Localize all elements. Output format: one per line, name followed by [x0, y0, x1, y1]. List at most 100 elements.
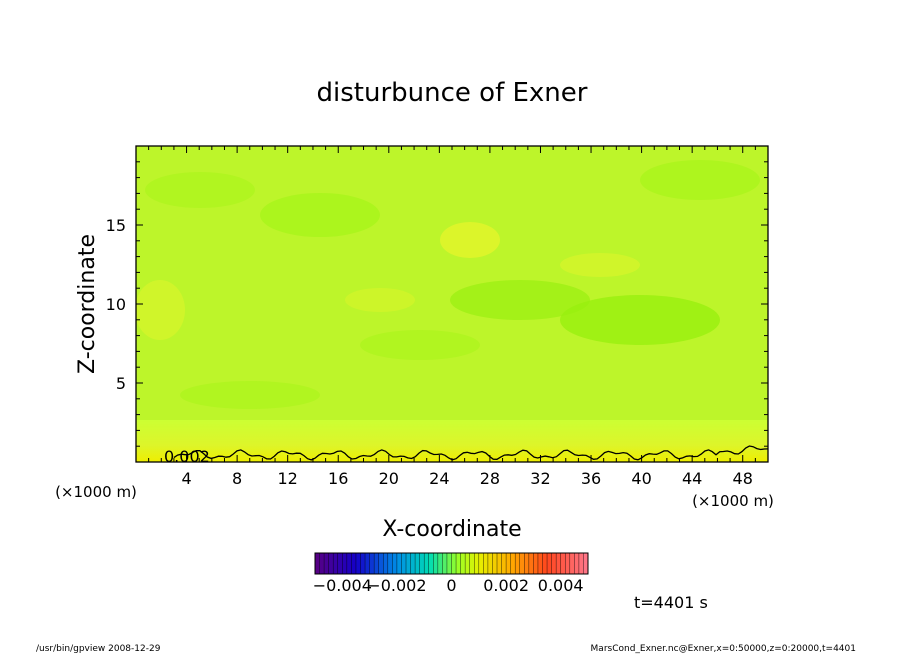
colorbar-frame	[314, 552, 589, 575]
x-axis-label: X-coordinate	[382, 517, 521, 542]
colorbar-segment	[537, 553, 543, 574]
colorbar-segment	[346, 553, 352, 574]
colorbar-segment	[360, 553, 366, 574]
colorbar-segment	[506, 553, 511, 574]
colorbar-segment	[319, 553, 325, 574]
colorbar-segment	[528, 553, 534, 574]
footer-left: /usr/bin/gpview 2008-12-29	[36, 644, 161, 654]
colorbar-segment	[578, 553, 584, 574]
x-tick-label: 24	[429, 469, 449, 488]
colorbar-segment	[583, 553, 589, 574]
colorbar-segment	[401, 553, 407, 574]
colorbar-segment	[337, 553, 343, 574]
colorbar-segment	[456, 553, 461, 574]
colorbar-segment	[442, 553, 448, 574]
colorbar-segment	[410, 553, 416, 574]
x-tick-label: 44	[682, 469, 702, 488]
footer-right: MarsCond_Exner.nc@Exner,x=0:50000,z=0:20…	[591, 644, 856, 654]
colorbar	[314, 553, 589, 574]
x-tick-label: 16	[328, 469, 348, 488]
colorbar-segment	[369, 553, 375, 574]
colorbar-segment	[328, 553, 334, 574]
colorbar-segment	[374, 553, 379, 574]
colorbar-segment	[365, 553, 370, 574]
colorbar-segment	[387, 553, 393, 574]
field-blob	[145, 172, 255, 208]
y-unit-label: (×1000 m)	[55, 483, 137, 501]
colorbar-segment	[355, 553, 361, 574]
colorbar-segment	[437, 553, 443, 574]
y-tick-label: 5	[116, 374, 126, 393]
field-blob	[450, 280, 590, 320]
x-tick-label: 40	[631, 469, 651, 488]
colorbar-segment	[524, 553, 530, 574]
colorbar-segment	[392, 553, 398, 574]
colorbar-segment	[574, 553, 580, 574]
colorbar-segment	[424, 553, 430, 574]
y-axis-label: Z-coordinate	[75, 234, 100, 374]
colorbar-segment	[351, 553, 357, 574]
colorbar-segment	[501, 553, 507, 574]
field-blob	[560, 253, 640, 277]
field-blob	[360, 330, 480, 360]
x-tick-label: 4	[181, 469, 191, 488]
field-blob	[560, 295, 720, 345]
y-tick-label: 10	[106, 295, 126, 314]
colorbar-segment	[433, 553, 439, 574]
y-tick-labels: 5 10 15	[106, 216, 126, 393]
surface-band	[136, 420, 768, 462]
contour-label: 0.002	[164, 447, 210, 466]
field-blob	[345, 288, 415, 312]
x-tick-label: 12	[278, 469, 298, 488]
colorbar-label: 0	[446, 576, 456, 595]
colorbar-segment	[515, 553, 521, 574]
colorbar-segment	[465, 553, 470, 574]
colorbar-segment	[560, 553, 566, 574]
colorbar-segment	[547, 553, 552, 574]
colorbar-segment	[428, 553, 434, 574]
colorbar-segment	[333, 553, 339, 574]
time-label: t=4401 s	[634, 593, 708, 612]
chart-title: disturbunce of Exner	[317, 78, 588, 108]
field-blob	[260, 193, 380, 237]
colorbar-segment	[565, 553, 571, 574]
colorbar-segment	[551, 553, 557, 574]
axis-ticks	[136, 146, 768, 462]
colorbar-label: −0.002	[367, 576, 426, 595]
colorbar-label: 0.004	[538, 576, 584, 595]
colorbar-segment	[487, 553, 493, 574]
x-tick-label: 48	[733, 469, 753, 488]
colorbar-segment	[324, 553, 329, 574]
x-unit-label: (×1000 m)	[692, 492, 774, 510]
colorbar-labels: −0.004−0.002 0 0.002 0.004	[313, 576, 584, 595]
x-tick-label: 28	[480, 469, 500, 488]
field-blob	[440, 222, 500, 258]
x-tick-label: 20	[379, 469, 399, 488]
contour-line	[173, 445, 768, 461]
colorbar-segment	[315, 553, 320, 574]
colorbar-segment	[383, 553, 389, 574]
colorbar-segment	[542, 553, 548, 574]
colorbar-segment	[556, 553, 561, 574]
colorbar-segment	[510, 553, 516, 574]
colorbar-segment	[474, 553, 480, 574]
colorbar-segment	[483, 553, 489, 574]
x-tick-label: 32	[530, 469, 550, 488]
colorbar-label: 0.002	[483, 576, 529, 595]
colorbar-segment	[569, 553, 575, 574]
x-tick-label: 36	[581, 469, 601, 488]
field-blob	[136, 280, 185, 340]
colorbar-segment	[342, 553, 348, 574]
x-tick-labels: 4 8 12 16 20 24 28 32 36 40 44 48	[181, 469, 752, 488]
plot-field	[136, 146, 768, 462]
x-tick-label: 8	[232, 469, 242, 488]
field-blob	[180, 381, 320, 409]
y-tick-label: 15	[106, 216, 126, 235]
colorbar-segment	[446, 553, 452, 574]
colorbar-segment	[460, 553, 466, 574]
colorbar-segment	[378, 553, 384, 574]
colorbar-segment	[519, 553, 525, 574]
colorbar-segment	[451, 553, 457, 574]
colorbar-segment	[497, 553, 502, 574]
